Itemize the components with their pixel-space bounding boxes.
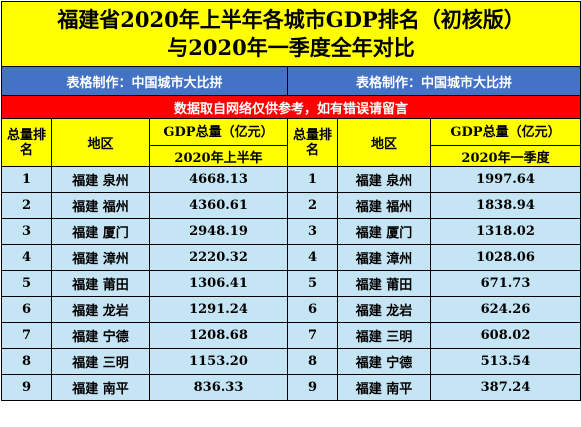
rank-cell: 4	[1, 244, 52, 271]
rank-cell: 4	[287, 244, 338, 271]
gdp-cell: 608.02	[429, 322, 581, 349]
gdp-cell: 624.26	[429, 296, 581, 323]
rank-cell: 8	[287, 348, 338, 375]
gdp-cell: 387.24	[429, 374, 581, 401]
gdp-cell: 513.54	[429, 348, 581, 375]
table-row: 3 福建 厦门 2948.19 3 福建 厦门 1318.02	[1, 218, 581, 245]
region-cell: 福建 福州	[337, 192, 431, 219]
table-row: 8 福建 三明 1153.20 8 福建 宁德 513.54	[1, 348, 581, 375]
region-cell: 福建 厦门	[337, 218, 431, 245]
region-cell: 福建 厦门	[51, 218, 150, 245]
rank-cell: 5	[1, 270, 52, 297]
region-cell: 福建 南平	[51, 374, 150, 401]
gdp-cell: 1028.06	[429, 244, 581, 271]
region-cell: 福建 漳州	[337, 244, 431, 271]
region-cell: 福建 泉州	[337, 166, 431, 193]
table-row: 5 福建 莆田 1306.41 5 福建 莆田 671.73	[1, 270, 581, 297]
rank-cell: 2	[1, 192, 52, 219]
header-rank-left: 总量排名	[1, 118, 52, 167]
notice-row: 数据取自网络仅供参考，如有错误请留言	[0, 95, 581, 119]
region-cell: 福建 宁德	[51, 322, 150, 349]
table-row: 1 福建 泉州 4668.13 1 福建 泉州 1997.64	[1, 166, 581, 193]
gdp-cell: 1153.20	[149, 348, 288, 375]
gdp-cell: 671.73	[429, 270, 581, 297]
gdp-cell: 836.33	[149, 374, 288, 401]
table-row: 4 福建 漳州 2220.32 4 福建 漳州 1028.06	[1, 244, 581, 271]
rank-cell: 7	[287, 322, 338, 349]
gdp-cell: 2220.32	[149, 244, 288, 271]
header-period-left: 2020年上半年	[149, 145, 288, 167]
header-gdp-left: GDP总量（亿元）	[149, 118, 288, 146]
table-row: 7 福建 宁德 1208.68 7 福建 三明 608.02	[1, 322, 581, 349]
region-cell: 福建 泉州	[51, 166, 150, 193]
table-row: 6 福建 龙岩 1291.24 6 福建 龙岩 624.26	[1, 296, 581, 323]
rank-cell: 1	[287, 166, 338, 193]
rank-cell: 1	[1, 166, 52, 193]
header-region-right: 地区	[337, 118, 431, 167]
gdp-cell: 1997.64	[429, 166, 581, 193]
gdp-cell: 1318.02	[429, 218, 581, 245]
disclaimer-notice: 数据取自网络仅供参考，如有错误请留言	[0, 95, 581, 119]
gdp-cell: 1306.41	[149, 270, 288, 297]
header-rank-right: 总量排名	[287, 118, 338, 167]
rank-cell: 3	[1, 218, 52, 245]
rank-cell: 9	[287, 374, 338, 401]
title-line-2: 与2020年一季度全年对比	[167, 35, 415, 60]
maker-row: 表格制作：中国城市大比拼 表格制作：中国城市大比拼	[1, 66, 581, 96]
gdp-cell: 1291.24	[149, 296, 288, 323]
table-row: 9 福建 南平 836.33 9 福建 南平 387.24	[1, 374, 581, 401]
rank-cell: 5	[287, 270, 338, 297]
title-row: 福建省2020年上半年各城市GDP排名（初核版） 与2020年一季度全年对比	[0, 1, 581, 67]
rank-cell: 6	[1, 296, 52, 323]
header-region-left: 地区	[51, 118, 150, 167]
header-period-right: 2020年一季度	[429, 145, 581, 167]
region-cell: 福建 福州	[51, 192, 150, 219]
rank-cell: 8	[1, 348, 52, 375]
gdp-cell: 2948.19	[149, 218, 288, 245]
region-cell: 福建 莆田	[51, 270, 150, 297]
rank-cell: 6	[287, 296, 338, 323]
gdp-ranking-table: 福建省2020年上半年各城市GDP排名（初核版） 与2020年一季度全年对比 表…	[0, 1, 581, 401]
rank-cell: 7	[1, 322, 52, 349]
region-cell: 福建 南平	[337, 374, 431, 401]
header-gdp-right: GDP总量（亿元）	[429, 118, 581, 146]
region-cell: 福建 三明	[337, 322, 431, 349]
region-cell: 福建 三明	[51, 348, 150, 375]
region-cell: 福建 莆田	[337, 270, 431, 297]
rank-cell: 3	[287, 218, 338, 245]
gdp-cell: 1208.68	[149, 322, 288, 349]
maker-label-right: 表格制作：中国城市大比拼	[286, 66, 581, 96]
region-cell: 福建 龙岩	[337, 296, 431, 323]
region-cell: 福建 漳州	[51, 244, 150, 271]
page-title: 福建省2020年上半年各城市GDP排名（初核版） 与2020年一季度全年对比	[0, 1, 581, 67]
region-cell: 福建 宁德	[337, 348, 431, 375]
rank-cell: 9	[1, 374, 52, 401]
gdp-cell: 4360.61	[149, 192, 288, 219]
maker-label-left: 表格制作：中国城市大比拼	[1, 66, 288, 96]
region-cell: 福建 龙岩	[51, 296, 150, 323]
header-row-2: 2020年上半年 2020年一季度	[2, 145, 581, 167]
rank-cell: 2	[287, 192, 338, 219]
table-row: 2 福建 福州 4360.61 2 福建 福州 1838.94	[1, 192, 581, 219]
gdp-cell: 1838.94	[429, 192, 581, 219]
title-line-1: 福建省2020年上半年各城市GDP排名（初核版）	[57, 7, 525, 32]
gdp-cell: 4668.13	[149, 166, 288, 193]
header-row-1: 总量排名 地区 GDP总量（亿元） 总量排名 地区 GDP总量（亿元）	[1, 118, 581, 167]
